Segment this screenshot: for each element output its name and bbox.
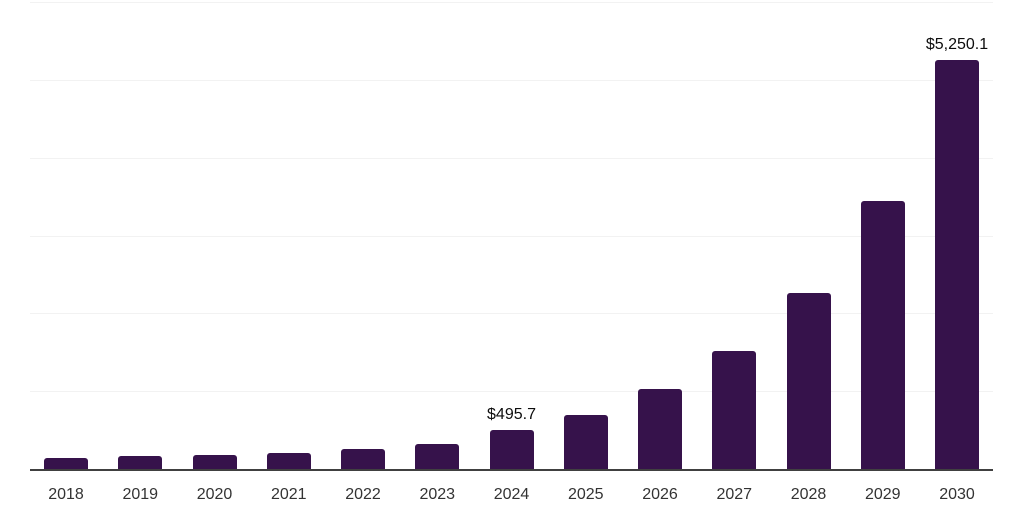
bar-2026: [638, 389, 682, 469]
x-tick-2030: 2030: [939, 486, 975, 503]
gridline-3000: [30, 235, 993, 237]
bar-2030: [935, 60, 979, 469]
x-tick-2020: 2020: [196, 486, 233, 503]
data-label-2024: $495.7: [487, 406, 536, 424]
x-tick-2027: 2027: [716, 486, 753, 503]
x-tick-2028: 2028: [790, 486, 827, 503]
gridline-6000: [30, 2, 993, 3]
bar-2018: [44, 458, 88, 469]
gridline-5000: [30, 79, 993, 81]
x-tick-2018: 2018: [48, 486, 84, 503]
x-tick-2019: 2019: [122, 486, 159, 503]
bar-2020: [192, 455, 237, 469]
x-tick-2023: 2023: [419, 486, 456, 503]
bar-2027: [712, 351, 757, 469]
bar-2024: [489, 430, 534, 469]
x-tick-2029: 2029: [864, 486, 901, 503]
bar-2021: [266, 452, 311, 469]
bar-2028: [786, 293, 831, 469]
bar-2022: [341, 449, 385, 469]
x-tick-2025: 2025: [567, 486, 604, 503]
bar-2025: [563, 414, 608, 469]
x-axis-line: [30, 469, 993, 471]
x-tick-2022: 2022: [345, 486, 381, 503]
bar-2019: [118, 456, 163, 469]
x-tick-2026: 2026: [642, 486, 678, 503]
gridline-4000: [30, 157, 993, 159]
x-tick-2024: 2024: [493, 486, 530, 503]
x-tick-2021: 2021: [270, 486, 307, 503]
bar-2023: [415, 443, 460, 469]
bar-2029: [860, 201, 905, 469]
gridline-1000: [30, 391, 993, 393]
data-label-2030: $5,250.1: [925, 36, 989, 54]
gridline-2000: [30, 313, 993, 315]
